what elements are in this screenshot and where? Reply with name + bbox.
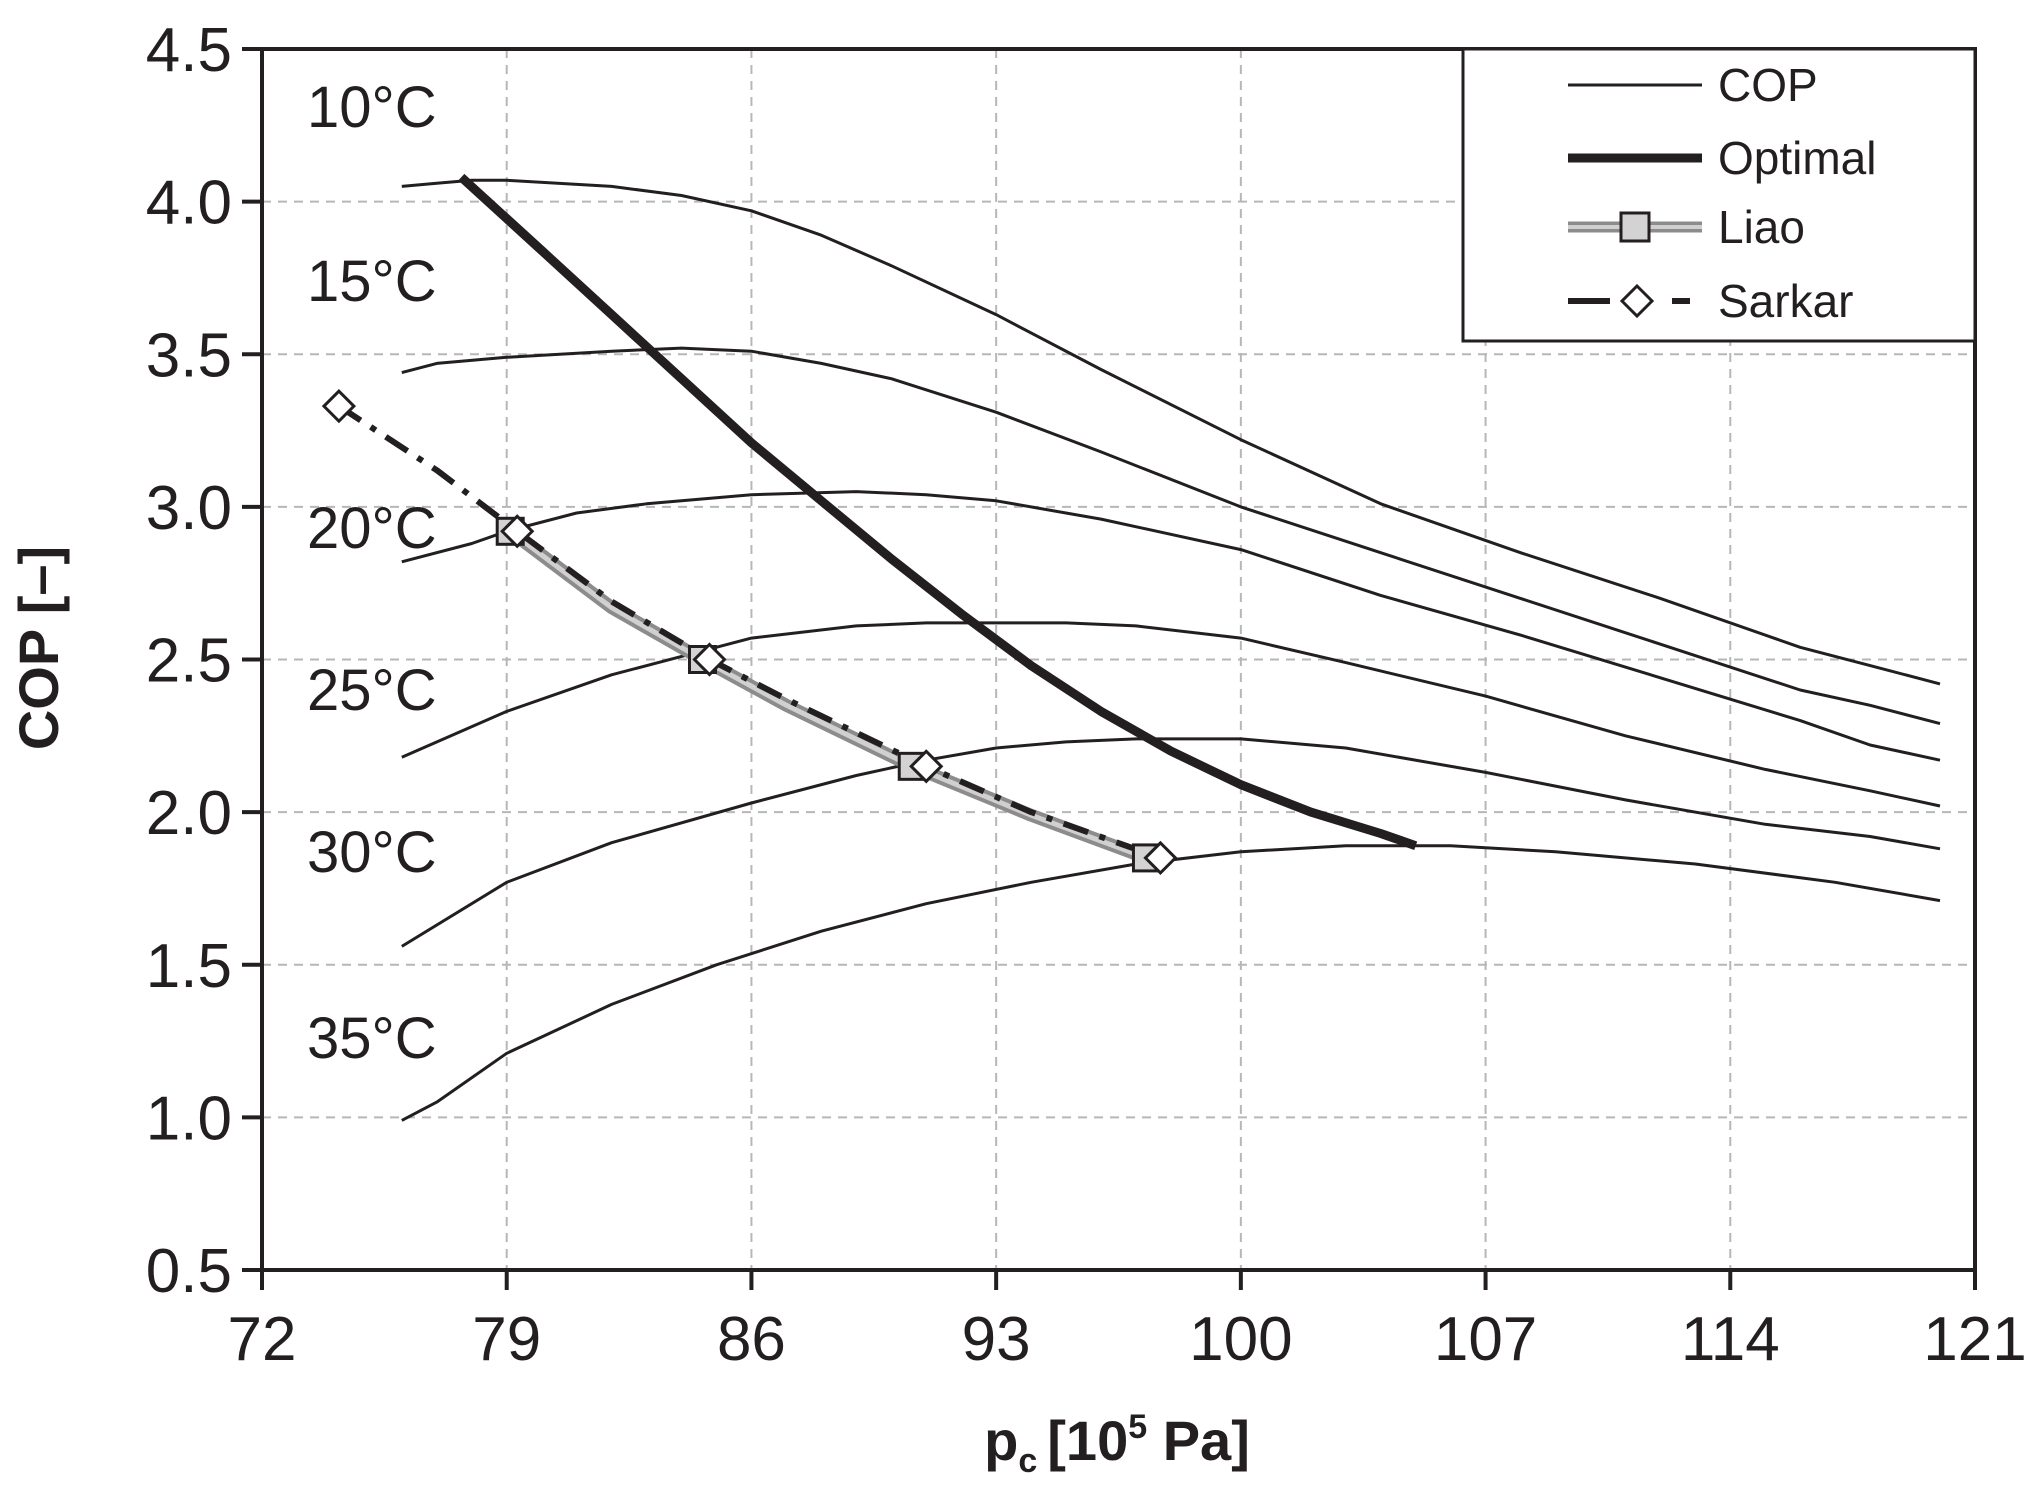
liao-line-inner bbox=[508, 529, 1148, 861]
axes: 72 79 86 93 100 107 114 121 0.5 1.0 1.5 2.0 2.5 3.0 3.… bbox=[146, 16, 2027, 1374]
legend-label: COP bbox=[1718, 59, 1818, 111]
y-tick-label: 3.5 bbox=[146, 321, 232, 390]
cop-curve-10c bbox=[401, 178, 1941, 686]
x-axis-title-unit: [10 bbox=[1047, 1409, 1128, 1472]
x-axis-title-symbol: p bbox=[984, 1409, 1018, 1472]
x-axis-title-subscript: c bbox=[1018, 1442, 1037, 1480]
y-tick-label: 3.0 bbox=[146, 474, 232, 543]
y-tick-label: 2.5 bbox=[146, 627, 232, 696]
y-tick-label: 2.0 bbox=[146, 779, 232, 848]
sarkar-marker bbox=[692, 642, 727, 677]
temperature-labels: 10°C 15°C 20°C 25°C 30°C 35°C bbox=[307, 75, 437, 1071]
cop-curve-35c bbox=[401, 844, 1941, 1122]
liao-line bbox=[506, 526, 1149, 864]
x-tick-label: 79 bbox=[472, 1305, 541, 1374]
axis-titles: COP [–] pc [105 Pa] bbox=[7, 546, 1250, 1480]
temperature-label: 10°C bbox=[307, 75, 437, 140]
temperature-label: 15°C bbox=[307, 249, 437, 314]
legend-label: Optimal bbox=[1718, 132, 1876, 184]
cop-curve-25c bbox=[401, 621, 1941, 808]
legend-liao-marker bbox=[1619, 211, 1651, 243]
x-tick-label: 86 bbox=[717, 1305, 786, 1374]
x-tick-label: 100 bbox=[1189, 1305, 1292, 1374]
series-layer bbox=[337, 173, 1941, 1122]
temperature-label: 25°C bbox=[307, 658, 437, 723]
y-tick-label: 1.5 bbox=[146, 932, 232, 1001]
x-tick-label: 72 bbox=[228, 1305, 297, 1374]
sarkar-marker bbox=[909, 749, 944, 784]
marker-layer bbox=[321, 389, 1178, 876]
cop-curve-20c bbox=[401, 490, 1941, 762]
cop-curve-15c bbox=[401, 346, 1941, 726]
y-tick-label: 0.5 bbox=[146, 1237, 232, 1306]
grid bbox=[262, 49, 1975, 1270]
legend-box bbox=[1461, 47, 1977, 343]
cop-curve-30c bbox=[401, 737, 1941, 948]
legend-sarkar-marker bbox=[1619, 283, 1655, 319]
x-tick-label: 121 bbox=[1923, 1305, 2026, 1374]
y-axis-title: COP [–] bbox=[7, 546, 70, 750]
x-tick-label: 93 bbox=[962, 1305, 1031, 1374]
y-tick-label: 1.0 bbox=[146, 1084, 232, 1153]
x-axis-title-superscript: 5 bbox=[1128, 1408, 1147, 1446]
x-tick-label: 107 bbox=[1434, 1305, 1537, 1374]
legend: COP Optimal Liao Sarkar bbox=[1461, 47, 1977, 343]
y-tick-label: 4.5 bbox=[146, 16, 232, 85]
temperature-label: 30°C bbox=[307, 820, 437, 885]
temperature-label: 35°C bbox=[307, 1006, 437, 1071]
x-tick-label: 114 bbox=[1681, 1305, 1780, 1374]
sarkar-line bbox=[337, 403, 1162, 861]
sarkar-marker bbox=[500, 514, 535, 549]
legend-label: Liao bbox=[1718, 201, 1805, 253]
optimal-line bbox=[458, 173, 1418, 850]
y-tick-label: 4.0 bbox=[146, 169, 232, 238]
x-axis-title: pc [105 Pa] bbox=[984, 1408, 1250, 1480]
sarkar-marker bbox=[321, 389, 357, 424]
legend-label: Sarkar bbox=[1718, 275, 1853, 327]
sarkar-marker bbox=[1143, 840, 1178, 876]
temperature-label: 20°C bbox=[307, 496, 437, 561]
x-axis-title-unit-end: Pa] bbox=[1147, 1409, 1250, 1472]
